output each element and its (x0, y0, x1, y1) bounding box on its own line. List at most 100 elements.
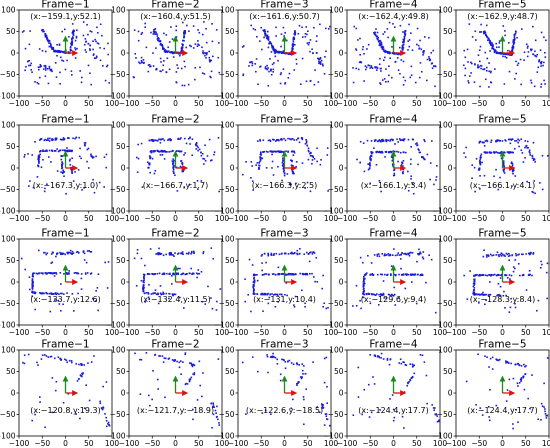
lidar-point (301, 138, 304, 141)
lidar-point (486, 36, 488, 38)
x-tick-label: −100 (9, 214, 30, 223)
lidar-point (377, 38, 379, 41)
lidar-point (30, 62, 32, 65)
lidar-point (137, 157, 140, 160)
y-tick-label: 100 (111, 235, 126, 244)
lidar-point (392, 295, 395, 297)
lidar-point (298, 141, 301, 144)
lidar-point (522, 161, 525, 163)
lidar-point (505, 53, 507, 56)
lidar-point (376, 273, 379, 276)
x-tick-label: 100 (324, 328, 339, 337)
lidar-point (21, 31, 24, 33)
lidar-point (148, 283, 150, 286)
lidar-point (463, 49, 466, 52)
lidar-point (378, 63, 381, 66)
lidar-point (278, 139, 280, 142)
lidar-point (265, 34, 268, 37)
y-tick-label: −100 (323, 321, 344, 330)
lidar-point (48, 67, 51, 70)
lidar-point (319, 23, 321, 26)
lidar-point (543, 61, 545, 64)
lidar-point (165, 71, 168, 74)
lidar-point (478, 167, 480, 170)
lidar-point (203, 21, 205, 23)
lidar-point (260, 292, 263, 295)
x-tick-label: −100 (228, 99, 249, 108)
lidar-point (492, 45, 494, 47)
lidar-point (279, 373, 282, 376)
y-tick-label: 0 (230, 389, 235, 398)
lidar-point (527, 51, 530, 53)
lidar-point (495, 274, 498, 277)
lidar-point (23, 354, 26, 357)
lidar-point (48, 156, 50, 158)
lidar-point (260, 154, 262, 156)
x-tick-label: 0 (391, 99, 396, 108)
lidar-point (277, 150, 280, 152)
lidar-point (506, 360, 509, 363)
lidar-point (374, 66, 376, 68)
x-tick-label: 50 (194, 439, 204, 448)
lidar-point (497, 282, 500, 285)
frame-panel: Frame−2(x:−166.7,y:1.7)−100 −50 0 50 1001005… (105, 114, 229, 224)
lidar-point (428, 254, 430, 256)
lidar-point (270, 73, 273, 76)
lidar-point (491, 47, 494, 50)
lidar-point (159, 154, 162, 156)
lidar-point (173, 255, 175, 257)
lidar-point (290, 407, 292, 410)
lidar-point (492, 43, 494, 46)
lidar-point (404, 151, 407, 154)
x-tick-label: 100 (105, 99, 120, 108)
lidar-point (62, 252, 65, 255)
lidar-point (421, 155, 423, 158)
lidar-point (78, 252, 80, 254)
lidar-point (148, 63, 151, 66)
lidar-point (145, 352, 148, 354)
lidar-point (69, 50, 72, 52)
lidar-point (259, 159, 262, 161)
x-tick-label: 100 (542, 214, 550, 223)
frame-coordinate-label: (x:−166.1,y:3.4) (361, 181, 426, 190)
lidar-point (44, 251, 46, 254)
lidar-point (411, 49, 414, 51)
lidar-point (539, 49, 542, 51)
lidar-point (302, 373, 304, 375)
lidar-point (283, 137, 285, 140)
lidar-point (155, 253, 157, 255)
lidar-point (498, 40, 501, 42)
x-tick-label: 0 (63, 214, 68, 223)
lidar-point (36, 81, 39, 84)
lidar-point (388, 363, 391, 366)
lidar-point (322, 406, 325, 409)
lidar-point (265, 37, 268, 39)
lidar-point (140, 33, 143, 35)
lidar-point (168, 297, 170, 300)
lidar-point (541, 188, 544, 191)
lidar-point (176, 360, 178, 363)
lidar-point (90, 251, 93, 253)
lidar-point (49, 356, 52, 358)
lidar-point (381, 151, 383, 154)
lidar-point (85, 51, 88, 53)
lidar-point (352, 305, 354, 307)
lidar-point (55, 380, 58, 383)
lidar-point (369, 182, 371, 185)
lidar-point (259, 138, 261, 141)
lidar-point (495, 404, 498, 407)
lidar-point (210, 159, 212, 162)
lidar-point (271, 293, 273, 295)
y-tick-label: 100 (111, 346, 126, 355)
x-tick-label: 50 (194, 328, 204, 337)
lidar-point (428, 56, 430, 58)
frame-title: Frame−2 (151, 0, 199, 11)
lidar-point (140, 61, 143, 64)
lidar-point (135, 284, 138, 287)
lidar-point (377, 36, 379, 39)
lidar-point (69, 252, 72, 254)
lidar-point (64, 68, 67, 71)
lidar-point (102, 65, 104, 67)
lidar-point (241, 361, 244, 364)
lidar-point (148, 394, 150, 397)
